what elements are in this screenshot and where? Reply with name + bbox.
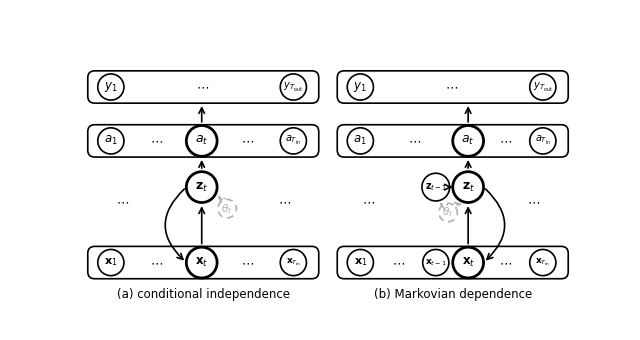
Text: $a_t$: $a_t$ [461, 134, 475, 148]
Circle shape [98, 250, 124, 276]
Text: $\cdots$: $\cdots$ [278, 195, 291, 208]
Text: $\cdots$: $\cdots$ [150, 134, 163, 148]
Text: $a_1$: $a_1$ [353, 134, 367, 148]
Text: $a_t$: $a_t$ [195, 134, 209, 148]
FancyBboxPatch shape [88, 246, 319, 279]
Text: $a_{T_{\rm in}}$: $a_{T_{\rm in}}$ [285, 134, 301, 148]
Text: $\cdots$: $\cdots$ [499, 134, 512, 148]
FancyBboxPatch shape [337, 246, 568, 279]
Circle shape [530, 250, 556, 276]
Text: $y_1$: $y_1$ [353, 80, 367, 94]
Circle shape [348, 74, 373, 100]
Circle shape [186, 125, 217, 156]
Circle shape [186, 172, 217, 203]
Circle shape [452, 172, 484, 203]
Circle shape [280, 74, 307, 100]
Text: $a_{T_{\rm in}}$: $a_{T_{\rm in}}$ [535, 134, 551, 148]
Circle shape [452, 125, 484, 156]
Text: $\cdots$: $\cdots$ [116, 195, 129, 208]
Text: $\mathbf{x}_1$: $\mathbf{x}_1$ [104, 257, 118, 269]
Text: $\theta_t$: $\theta_t$ [221, 202, 233, 216]
Text: $\mathbf{z}_t$: $\mathbf{z}_t$ [461, 181, 475, 194]
FancyBboxPatch shape [88, 71, 319, 103]
Text: $\cdots$: $\cdots$ [241, 256, 254, 269]
Text: $\mathbf{z}_t$: $\mathbf{z}_t$ [195, 181, 208, 194]
Text: $\cdots$: $\cdots$ [408, 134, 420, 148]
Text: $\cdots$: $\cdots$ [150, 256, 163, 269]
Text: $\mathbf{z}_{t-1}$: $\mathbf{z}_{t-1}$ [424, 181, 447, 193]
Circle shape [218, 200, 236, 218]
Text: $\mathbf{x}_t$: $\mathbf{x}_t$ [195, 256, 208, 269]
Circle shape [280, 128, 307, 154]
Circle shape [422, 173, 450, 201]
Text: $\cdots$: $\cdots$ [499, 256, 512, 269]
Circle shape [98, 74, 124, 100]
Text: $a_1$: $a_1$ [104, 134, 118, 148]
Text: $y_1$: $y_1$ [104, 80, 118, 94]
Text: (a) conditional independence: (a) conditional independence [116, 288, 290, 301]
Text: $\cdots$: $\cdots$ [392, 256, 404, 269]
Text: $\theta_t$: $\theta_t$ [442, 206, 454, 219]
Circle shape [422, 250, 449, 276]
Circle shape [439, 203, 458, 222]
Text: $\cdots$: $\cdots$ [527, 195, 540, 208]
Text: $\mathbf{x}_t$: $\mathbf{x}_t$ [461, 256, 475, 269]
Circle shape [348, 128, 373, 154]
FancyBboxPatch shape [337, 125, 568, 157]
Text: $\mathbf{x}_{t-1}$: $\mathbf{x}_{t-1}$ [425, 257, 447, 268]
Text: $\cdots$: $\cdots$ [196, 81, 209, 94]
Text: $\cdots$: $\cdots$ [445, 81, 458, 94]
Circle shape [530, 74, 556, 100]
Circle shape [348, 250, 373, 276]
FancyBboxPatch shape [337, 71, 568, 103]
Circle shape [186, 247, 217, 278]
Circle shape [98, 128, 124, 154]
Text: $\cdots$: $\cdots$ [362, 195, 374, 208]
Text: $\mathbf{x}_{T_{\rm in}}$: $\mathbf{x}_{T_{\rm in}}$ [535, 257, 550, 268]
Text: (b) Markovian dependence: (b) Markovian dependence [374, 288, 532, 301]
Circle shape [452, 247, 484, 278]
Text: $\mathbf{x}_1$: $\mathbf{x}_1$ [353, 257, 367, 269]
Text: $\mathbf{x}_{T_{\rm in}}$: $\mathbf{x}_{T_{\rm in}}$ [285, 257, 301, 268]
Circle shape [530, 128, 556, 154]
Text: $y_{T_{\rm out}}$: $y_{T_{\rm out}}$ [533, 81, 553, 94]
FancyBboxPatch shape [88, 125, 319, 157]
Circle shape [280, 250, 307, 276]
Text: $y_{T_{\rm out}}$: $y_{T_{\rm out}}$ [284, 81, 303, 94]
Text: $\cdots$: $\cdots$ [241, 134, 254, 148]
